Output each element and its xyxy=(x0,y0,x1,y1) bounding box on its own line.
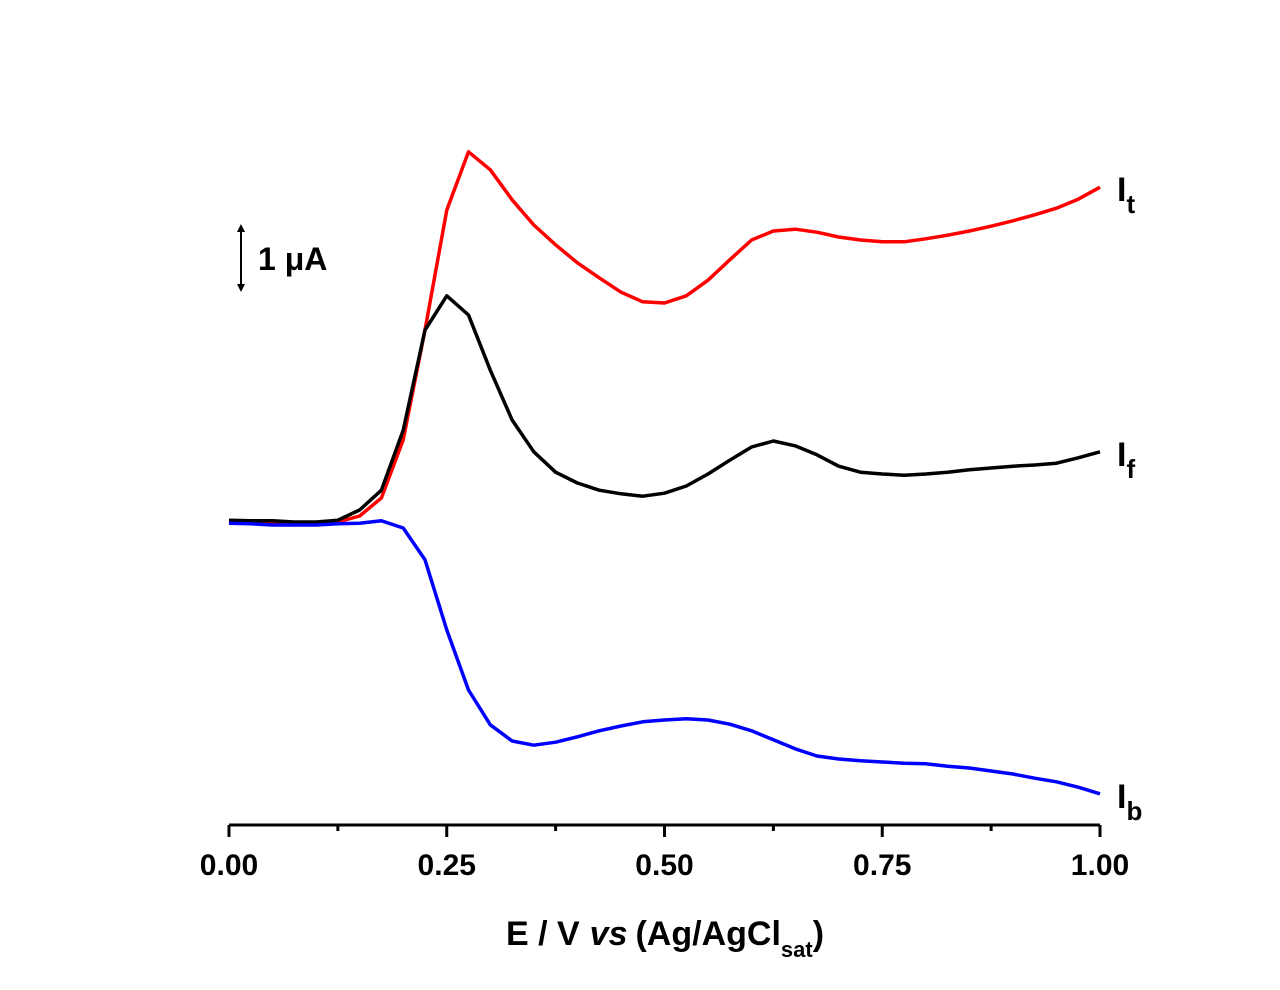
x-tick-label: 0.25 xyxy=(418,849,476,882)
x-tick-label: 0.50 xyxy=(635,849,693,882)
series-label-sub: t xyxy=(1126,189,1135,219)
x-title-part: E / V xyxy=(506,915,580,953)
series-label-name: I xyxy=(1117,436,1126,474)
series-label-name: I xyxy=(1117,778,1126,816)
x-title-part: sat xyxy=(781,937,813,962)
series-label: Ib xyxy=(1117,778,1142,826)
x-title-part: vs xyxy=(590,915,628,953)
scale-bar-label: 1 μA xyxy=(258,241,327,277)
x-tick-label: 1.00 xyxy=(1071,849,1129,882)
series-label-name: I xyxy=(1117,171,1126,209)
series-line xyxy=(228,519,1101,796)
x-title-part: ) xyxy=(813,915,824,953)
x-title-part: (Ag/AgCl xyxy=(635,915,780,953)
series-label-sub: f xyxy=(1126,454,1135,484)
x-axis-title: E / V vs (Ag/AgClsat) xyxy=(506,915,824,962)
series-line xyxy=(228,150,1101,525)
x-tick-label: 0.00 xyxy=(200,849,258,882)
series-label: It xyxy=(1117,171,1135,219)
series-line xyxy=(228,294,1101,524)
x-tick-label: 0.75 xyxy=(853,849,911,882)
series-label: If xyxy=(1117,436,1135,484)
series-label-sub: b xyxy=(1126,796,1142,826)
